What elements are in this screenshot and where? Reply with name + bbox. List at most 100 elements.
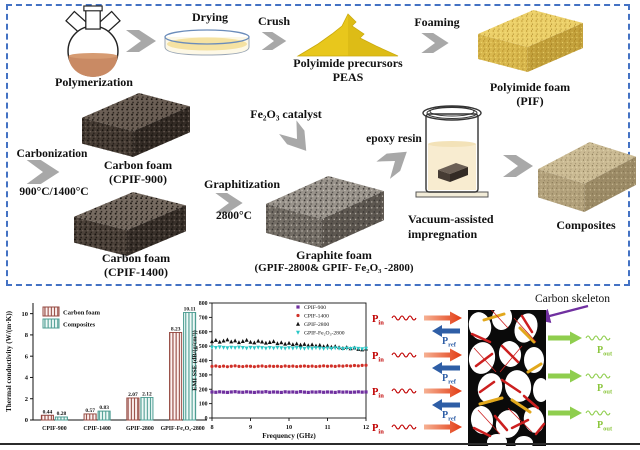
- thermal-bar-chart: 0 2 4 6 8 10 Thermal conductivity (W/(m·K)) CPI…: [2, 296, 208, 444]
- svg-text:2: 2: [25, 396, 28, 403]
- arrow-carbonization: [26, 160, 60, 184]
- precursor-powder-icon: [296, 13, 399, 58]
- svg-text:Pout: Pout: [597, 420, 613, 433]
- graphite-flakes: [478, 312, 543, 414]
- pif-foam-block: [478, 10, 583, 72]
- arrow-crush: [260, 32, 288, 50]
- svg-text:Pin: Pin: [372, 387, 384, 400]
- svg-text:CPIF-1400: CPIF-1400: [83, 426, 111, 432]
- svg-text:Thermal conductivity (W/(m·K)): Thermal conductivity (W/(m·K)): [5, 310, 13, 412]
- arrow-foaming: [420, 33, 450, 53]
- svg-text:9: 9: [249, 424, 252, 431]
- vacuum-label-1: Vacuum-assisted: [408, 212, 494, 226]
- graphitization-temp-label: 2800°C: [216, 210, 252, 222]
- arrow-catalyst: [279, 120, 315, 157]
- epoxy-label: epoxy resin: [366, 133, 422, 145]
- arrow-graphitization: [214, 193, 244, 213]
- svg-text:12: 12: [363, 424, 369, 431]
- skeleton-pointer-arrow: [535, 304, 589, 323]
- svg-text:Pin: Pin: [372, 351, 384, 364]
- svg-text:10: 10: [22, 311, 29, 318]
- svg-text:Composites: Composites: [63, 322, 96, 329]
- sample-in-beaker: [438, 163, 468, 182]
- svg-text:Pref: Pref: [442, 373, 457, 386]
- bar-plot-layer: 0 2 4 6 8 10 Thermal conductivity (W/(m·K)) CPI…: [5, 303, 207, 432]
- porous-carbon-block: [468, 310, 546, 446]
- svg-text:Pout: Pout: [597, 383, 613, 396]
- polymerization-label: Polymerization: [55, 75, 133, 89]
- svg-text:400: 400: [199, 359, 208, 365]
- cpif900-label-2: (CPIF-900): [109, 172, 167, 186]
- svg-text:Carbon foam: Carbon foam: [63, 310, 101, 317]
- arrow-polymerization-to-drying: [126, 30, 156, 52]
- svg-text:300: 300: [199, 373, 208, 379]
- graphite-label-1: Graphite foam: [296, 248, 372, 262]
- svg-text:0.28: 0.28: [57, 411, 67, 417]
- svg-text:0: 0: [25, 417, 28, 424]
- svg-text:800: 800: [199, 301, 208, 307]
- svg-text:0.44: 0.44: [43, 409, 53, 415]
- svg-text:8: 8: [25, 332, 29, 339]
- svg-text:CPIF-900: CPIF-900: [42, 426, 67, 432]
- drying-dish-icon: [163, 28, 251, 62]
- svg-text:10: 10: [286, 424, 292, 431]
- svg-text:Pout: Pout: [597, 345, 613, 358]
- composites-label: Composites: [556, 218, 616, 232]
- process-flow-panel: [6, 4, 630, 286]
- drying-label: Drying: [192, 10, 228, 24]
- svg-text:0: 0: [205, 416, 208, 422]
- svg-text:11: 11: [325, 424, 331, 431]
- scatter-plot-layer: 0 100 200 300 400 500 600 700 800 8 9 10 11 12 EMI SSE…: [192, 301, 370, 440]
- svg-text:500: 500: [199, 344, 208, 350]
- svg-text:Pref: Pref: [442, 336, 457, 349]
- thin-struts: [473, 310, 537, 435]
- pif-label-1: Polyimide foam: [489, 80, 571, 94]
- svg-text:EMI SSE (dB/(g/cm³)): EMI SSE (dB/(g/cm³)): [192, 330, 199, 391]
- foaming-label: Foaming: [414, 15, 460, 29]
- precursors-label-2: PEAS: [332, 70, 364, 84]
- crush-label: Crush: [257, 14, 290, 28]
- svg-text:CPIF-1400: CPIF-1400: [304, 314, 329, 320]
- vacuum-beaker-icon: [412, 100, 492, 200]
- svg-text:600: 600: [199, 330, 208, 336]
- svg-text:0.83: 0.83: [99, 405, 109, 411]
- graphitization-label: Graphitization: [203, 177, 280, 191]
- svg-text:200: 200: [199, 387, 208, 393]
- svg-text:Pin: Pin: [372, 314, 384, 327]
- svg-text:8.23: 8.23: [171, 326, 181, 332]
- svg-text:GPIF-2800: GPIF-2800: [304, 322, 329, 328]
- cpif900-label-1: Carbon foam: [103, 158, 173, 172]
- svg-text:4: 4: [25, 375, 29, 382]
- svg-text:Pref: Pref: [442, 410, 457, 423]
- cpif1400-label-1: Carbon foam: [101, 251, 171, 265]
- svg-text:Pin: Pin: [372, 423, 384, 436]
- svg-text:100: 100: [199, 402, 208, 408]
- pif-label-2: (PIF): [516, 94, 544, 108]
- svg-text:CPIF-900: CPIF-900: [304, 305, 326, 311]
- carbon-foam-900-block: [82, 93, 190, 157]
- svg-text:0.57: 0.57: [85, 408, 95, 414]
- catalyst-label: Fe₂O₃ catalyst: [250, 107, 322, 121]
- svg-text:8: 8: [210, 424, 213, 431]
- svg-text:Frequency (GHz): Frequency (GHz): [262, 432, 316, 440]
- svg-text:GPIF-Fe₂O₃-2800: GPIF-Fe₂O₃-2800: [161, 426, 205, 432]
- reflected-waves: Pref Pref Pref: [432, 325, 460, 423]
- incident-waves: Pin Pin Pin Pin: [372, 311, 462, 436]
- figure-bottom-border: [0, 443, 640, 445]
- carbonization-temp-label: 900°C/1400°C: [19, 186, 89, 198]
- shielding-schematic: Carbon skeleton: [364, 288, 640, 448]
- svg-text:2.12: 2.12: [142, 391, 152, 397]
- graphite-foam-block: [266, 176, 384, 248]
- svg-text:GPIF-Fe₂O₃-2800: GPIF-Fe₂O₃-2800: [304, 331, 345, 337]
- svg-text:GPIF-2800: GPIF-2800: [126, 426, 154, 432]
- emi-scatter-chart: 0 100 200 300 400 500 600 700 800 8 9 10 11 12 EMI SSE…: [190, 295, 374, 445]
- carbon-struts: [470, 314, 546, 438]
- carbon-skeleton-label: Carbon skeleton: [535, 293, 610, 305]
- svg-text:2.07: 2.07: [128, 392, 138, 398]
- flask-icon: [48, 5, 138, 78]
- svg-text:10.11: 10.11: [184, 306, 196, 312]
- carbon-foam-1400-block: [74, 192, 186, 256]
- svg-text:6: 6: [25, 353, 29, 360]
- precursors-label-1: Polyimide precursors: [293, 56, 403, 70]
